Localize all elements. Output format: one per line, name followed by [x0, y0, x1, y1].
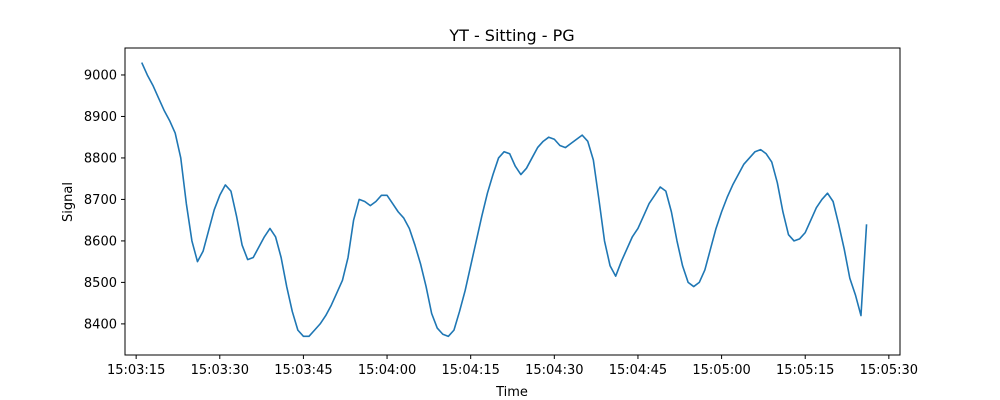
plot-area: [140, 62, 868, 338]
x-tick-label: 15:05:15: [776, 363, 834, 378]
x-tick-label: 15:04:30: [525, 363, 583, 378]
y-tick-label: 8800: [84, 151, 117, 166]
x-tick-label: 15:03:45: [274, 363, 332, 378]
y-axis-label: Signal: [61, 182, 76, 222]
chart-title: YT - Sitting - PG: [448, 26, 574, 45]
x-axis: 15:03:15 15:03:30 15:03:45 15:04:00 15:04:15…: [107, 355, 918, 378]
y-tick-label: 8900: [84, 110, 117, 125]
y-tick-label: 8400: [84, 317, 117, 332]
x-tick-label: 15:04:15: [441, 363, 499, 378]
y-axis: 8400 8500 8600 8700 8800 8900 9000: [84, 68, 125, 332]
x-tick-label: 15:05:30: [860, 363, 918, 378]
y-tick-label: 9000: [84, 68, 117, 83]
x-tick-label: 15:05:00: [692, 363, 750, 378]
y-tick-label: 8600: [84, 234, 117, 249]
x-tick-label: 15:03:15: [107, 363, 165, 378]
x-tick-label: 15:04:45: [609, 363, 667, 378]
x-axis-label: Time: [495, 385, 528, 400]
y-tick-label: 8700: [84, 193, 117, 208]
signal-line: [140, 62, 868, 338]
x-tick-label: 15:03:30: [191, 363, 249, 378]
x-tick-label: 15:04:00: [358, 363, 416, 378]
plot-frame: [124, 47, 901, 356]
y-tick-label: 8500: [84, 276, 117, 291]
